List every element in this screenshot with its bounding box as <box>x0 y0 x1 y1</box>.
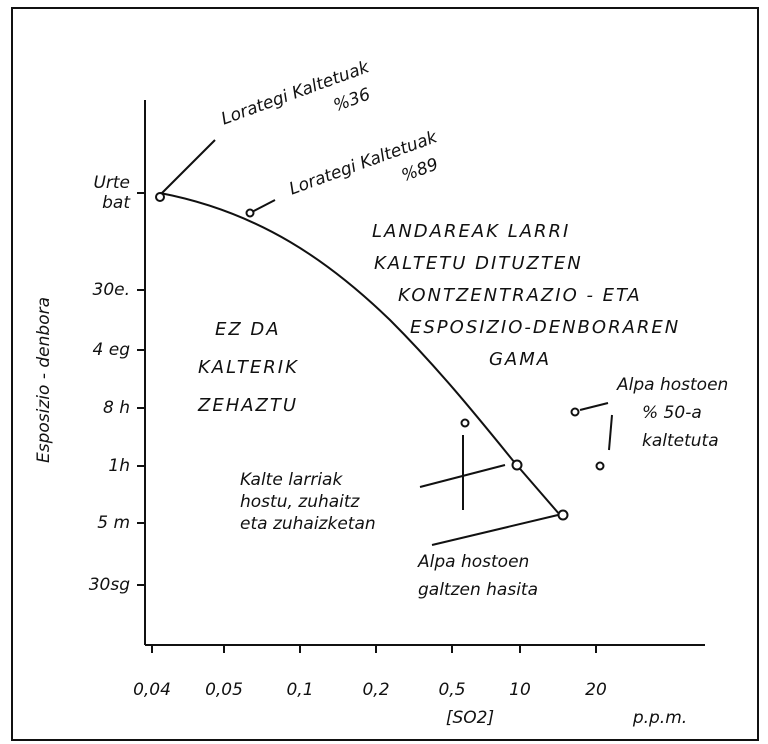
x-tick-label: 0,5 <box>438 680 465 700</box>
point <box>597 463 604 470</box>
y-tick-label: 30e. <box>93 280 131 300</box>
y-tick-label: 5 m <box>97 513 130 533</box>
annotation: hostu, zuhaitz <box>240 492 361 512</box>
point <box>513 461 522 470</box>
annotation: Alpa hostoen <box>417 552 529 572</box>
point <box>462 420 469 427</box>
region-label: EZ DA <box>215 319 281 340</box>
annotation: %36 <box>331 84 374 116</box>
region-label: KALTETU DITUZTEN <box>374 253 583 274</box>
annotation: % 50-a <box>642 403 702 423</box>
y-tick-label: 4 eg <box>93 340 131 360</box>
x-axis-label: [SO2] <box>446 708 494 728</box>
x-tick-label: 10 <box>509 680 531 700</box>
region-label: LANDAREAK LARRI <box>372 221 570 242</box>
y-axis-label: Esposizio - denbora <box>34 297 54 463</box>
annotation: kaltetuta <box>642 431 719 451</box>
x-axis-unit: p.p.m. <box>632 708 687 728</box>
annotation: eta zuhaizketan <box>240 514 376 534</box>
leader <box>580 403 608 410</box>
leader <box>609 415 612 450</box>
point <box>559 511 568 520</box>
annotation: Alpa hostoen <box>616 375 728 395</box>
x-tick-label: 20 <box>585 680 607 700</box>
y-tick-label: bat <box>102 193 131 213</box>
frame <box>12 8 758 740</box>
annotation: galtzen hasita <box>418 580 538 600</box>
diagram: Esposizio - denbora [SO2] p.p.m. 0,04 0,0… <box>0 0 768 744</box>
region-label: ZEHAZTU <box>197 395 298 416</box>
x-tick-label: 0,1 <box>286 680 313 700</box>
point <box>156 193 164 201</box>
x-tick-label: 0,2 <box>362 680 389 700</box>
point <box>572 409 579 416</box>
region-label: KONTZENTRAZIO - ETA <box>398 285 642 306</box>
annotation: Kalte larriak <box>240 470 343 490</box>
x-tick-label: 0,05 <box>205 680 243 700</box>
y-tick-label: 8 h <box>103 398 130 418</box>
x-tick-label: 0,04 <box>133 680 171 700</box>
region-label: GAMA <box>489 349 551 370</box>
y-tick-label: 30sg <box>89 575 130 595</box>
y-tick-label: 1h <box>108 456 130 476</box>
point <box>247 210 254 217</box>
annotation: %89 <box>399 154 441 186</box>
leader <box>160 140 215 195</box>
y-tick-label: Urte <box>93 173 130 193</box>
leader <box>432 515 558 545</box>
region-label: ESPOSIZIO-DENBORAREN <box>410 317 680 338</box>
region-label: KALTERIK <box>198 357 299 378</box>
